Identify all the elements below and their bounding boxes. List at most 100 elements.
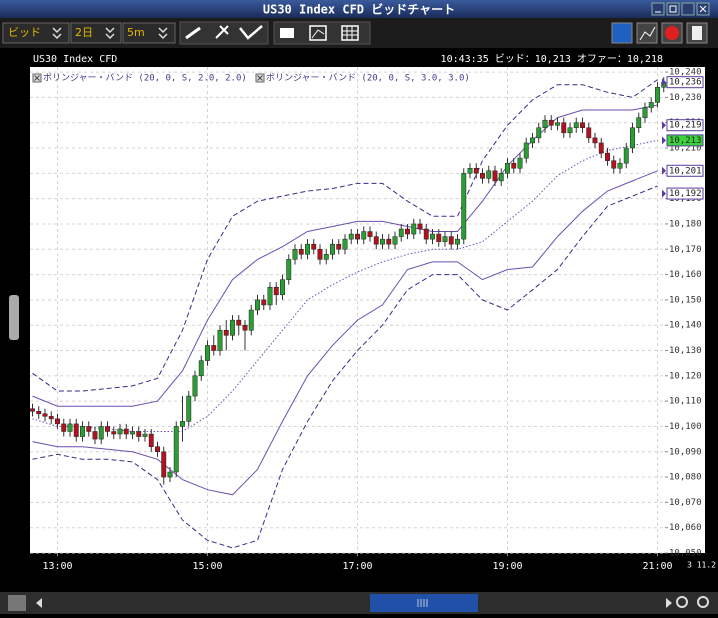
candle-body xyxy=(448,236,454,245)
candle-body xyxy=(492,170,498,182)
pin-tool[interactable] xyxy=(215,25,229,39)
y-tick-label: 10,230 xyxy=(669,93,702,103)
candle-body xyxy=(48,416,54,420)
tool-group[interactable] xyxy=(179,21,269,45)
title-bar xyxy=(0,0,718,18)
y-tick-label: 10,170 xyxy=(669,245,702,255)
candle-body xyxy=(380,238,385,245)
candle-body xyxy=(98,426,104,440)
corner-text: 3 11.2 xyxy=(687,561,716,570)
legend-icon-x xyxy=(34,75,40,81)
candle-body xyxy=(648,102,654,108)
candle-body xyxy=(630,127,635,149)
candle-body xyxy=(623,147,629,164)
price-tag-label: 10,192 xyxy=(669,189,702,199)
candle-body xyxy=(292,249,298,260)
y-tick-label: 10,140 xyxy=(669,321,702,331)
candle-body xyxy=(248,309,254,331)
price-tag-label: 10,201 xyxy=(669,166,702,176)
candle-body xyxy=(586,127,592,139)
scroll-right[interactable] xyxy=(666,598,672,608)
candle-body xyxy=(592,137,598,144)
candle-body xyxy=(461,173,467,240)
y-tick-label: 10,130 xyxy=(669,346,702,356)
selector[interactable]: ビッド 2日 5m xyxy=(2,22,176,44)
candle-body xyxy=(67,423,73,432)
candle-body xyxy=(405,228,410,235)
selector-box[interactable] xyxy=(2,22,70,44)
price-tag-label: 10,213 xyxy=(669,136,702,146)
layout-button[interactable] xyxy=(611,22,633,44)
candle-body xyxy=(255,299,260,311)
candle-body xyxy=(611,160,617,169)
y-tick-label: 10,150 xyxy=(669,295,702,305)
price-tag-label: 10,236 xyxy=(669,78,702,88)
y-tick-label: 10,240 xyxy=(669,68,702,78)
x-tick-label: 15:00 xyxy=(192,561,222,572)
candle-body xyxy=(430,233,435,240)
candle-body xyxy=(561,122,567,134)
candle-body xyxy=(173,426,179,473)
zoom-out[interactable] xyxy=(697,596,709,608)
selector-arrow xyxy=(105,27,115,40)
candle-body xyxy=(42,413,48,417)
window-controls[interactable] xyxy=(651,2,710,16)
selector-text: ビッド xyxy=(8,26,41,39)
candle-body xyxy=(373,236,379,245)
minimize-button[interactable] xyxy=(651,2,665,16)
scroll-left[interactable] xyxy=(36,598,42,608)
candle-body xyxy=(598,142,604,154)
candle-body xyxy=(530,137,535,144)
candle-body xyxy=(111,431,117,435)
candle-body xyxy=(498,173,504,182)
candle-body xyxy=(517,157,523,169)
list-icon xyxy=(692,26,702,40)
table-tool[interactable] xyxy=(341,25,359,41)
zoom-in[interactable] xyxy=(676,596,688,608)
chart-type-icon xyxy=(311,29,325,39)
candle-body xyxy=(417,223,423,230)
candle-body xyxy=(361,231,367,240)
print-tool[interactable] xyxy=(280,28,294,38)
candle-body xyxy=(130,431,135,435)
candle-body xyxy=(392,236,398,245)
side-handle[interactable] xyxy=(9,295,19,340)
candle-body xyxy=(280,279,285,296)
candle-body xyxy=(205,345,210,361)
candle-body xyxy=(323,254,329,260)
scrollbar[interactable] xyxy=(0,592,718,614)
chart-type-tool[interactable] xyxy=(309,25,327,41)
price-tag-arrow xyxy=(662,189,666,198)
candle-body xyxy=(342,238,348,250)
candle-body xyxy=(655,87,660,103)
candle-body xyxy=(636,117,642,128)
candle-body xyxy=(330,243,335,255)
band-line xyxy=(32,170,658,496)
candle-body xyxy=(73,423,79,437)
candle-body xyxy=(217,330,223,351)
candle-body xyxy=(298,249,304,255)
candle-body xyxy=(92,431,98,440)
selector-box[interactable] xyxy=(70,22,122,44)
candle-body xyxy=(242,324,248,331)
restore-button[interactable] xyxy=(681,2,695,16)
alert-icon xyxy=(665,26,679,40)
candle-body xyxy=(398,228,404,237)
y-tick-label: 10,050 xyxy=(669,549,702,559)
y-tick-label: 10,070 xyxy=(669,498,702,508)
fib-tool[interactable] xyxy=(239,25,263,40)
zoom-fit-button[interactable] xyxy=(8,595,26,611)
candle-body xyxy=(167,471,173,478)
maximize-button[interactable] xyxy=(666,2,680,16)
y-tick-label: 10,100 xyxy=(669,422,702,432)
legend-entry: ボリンジャー・バンド (20, 0, S, 3.0, 3.0) xyxy=(266,73,470,84)
y-tick-label: 10,120 xyxy=(669,371,702,381)
maximize-icon xyxy=(669,5,677,13)
line-tool[interactable] xyxy=(185,26,201,40)
candle-body xyxy=(386,238,392,245)
tool-icons[interactable] xyxy=(179,21,708,45)
candle-body xyxy=(148,433,154,447)
candle-body xyxy=(286,259,292,280)
candle-body xyxy=(411,223,417,235)
